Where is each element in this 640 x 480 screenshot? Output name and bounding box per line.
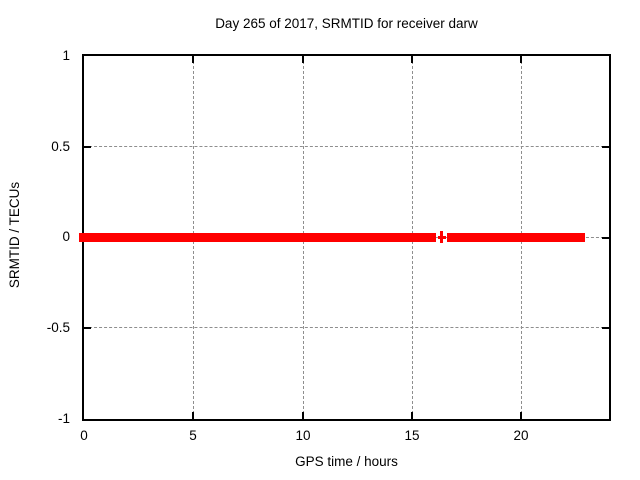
y-tick-mark <box>84 327 91 329</box>
y-tick-label: -0.5 <box>46 320 70 335</box>
x-tick-label: 20 <box>513 428 529 443</box>
y-tick-label: -1 <box>57 411 70 426</box>
x-tick-mark <box>520 412 522 419</box>
y-axis-label: SRMTID / TECUs <box>7 181 22 289</box>
x-tick-label: 10 <box>295 428 311 443</box>
x-tick-mark <box>192 412 194 419</box>
plot-area <box>79 54 611 421</box>
x-tick-mark <box>302 412 304 419</box>
x-tick-mark <box>520 56 522 63</box>
gridline-horizontal <box>84 146 609 147</box>
data-series-segment <box>447 233 585 242</box>
x-tick-mark <box>411 56 413 63</box>
chart-title: Day 265 of 2017, SRMTID for receiver dar… <box>215 16 478 31</box>
y-tick-mark <box>602 327 609 329</box>
x-tick-mark <box>411 412 413 419</box>
data-series-segment <box>79 233 436 242</box>
data-point-marker <box>440 231 443 243</box>
y-tick-mark <box>602 237 609 239</box>
x-tick-label: 15 <box>404 428 420 443</box>
y-tick-mark <box>84 146 91 148</box>
x-tick-mark <box>302 56 304 63</box>
x-tick-mark <box>192 56 194 63</box>
gridline-horizontal <box>84 327 609 328</box>
x-axis-label: GPS time / hours <box>295 454 398 469</box>
y-tick-label: 1 <box>62 48 70 63</box>
y-tick-mark <box>602 146 609 148</box>
x-tick-label: 0 <box>80 428 88 443</box>
y-tick-label: 0.5 <box>51 139 70 154</box>
x-tick-label: 5 <box>189 428 197 443</box>
y-tick-label: 0 <box>62 229 70 244</box>
